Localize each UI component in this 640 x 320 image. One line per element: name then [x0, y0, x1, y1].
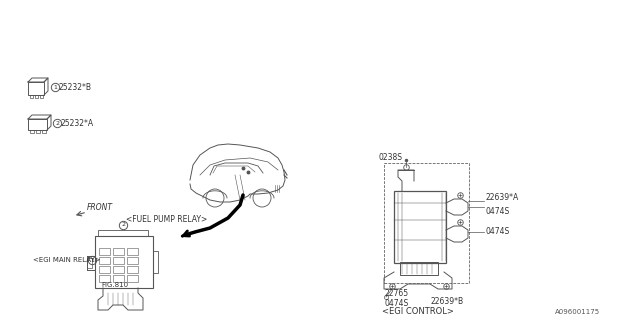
Bar: [30, 130, 34, 133]
Bar: [40, 95, 43, 98]
Text: 2: 2: [121, 222, 125, 228]
Text: 1: 1: [90, 258, 94, 262]
Text: 2: 2: [55, 121, 59, 125]
Bar: [113, 266, 124, 273]
Bar: [127, 275, 138, 282]
Bar: [99, 257, 110, 264]
Bar: [36, 130, 40, 133]
Bar: [28, 82, 44, 95]
Text: <FUEL PUMP RELAY>: <FUEL PUMP RELAY>: [126, 214, 207, 223]
Bar: [28, 119, 47, 130]
Text: 22639*A: 22639*A: [485, 193, 518, 202]
Bar: [153, 251, 158, 273]
Bar: [113, 248, 124, 255]
Bar: [384, 163, 469, 283]
Text: 25232*A: 25232*A: [60, 118, 93, 127]
Text: FIG.810: FIG.810: [101, 282, 129, 288]
Text: 0474S: 0474S: [485, 228, 509, 236]
Text: 1: 1: [53, 84, 57, 90]
Bar: [113, 275, 124, 282]
Text: 22639*B: 22639*B: [430, 297, 463, 306]
Bar: [30, 95, 33, 98]
Bar: [98, 230, 148, 236]
Text: FRONT: FRONT: [87, 204, 113, 212]
Bar: [127, 248, 138, 255]
Text: 22765: 22765: [384, 290, 408, 299]
Text: 0474S: 0474S: [384, 299, 408, 308]
Text: 0238S: 0238S: [378, 153, 402, 162]
Bar: [394, 191, 446, 263]
Bar: [127, 257, 138, 264]
Text: 25232*B: 25232*B: [58, 83, 91, 92]
Bar: [400, 262, 438, 275]
Bar: [99, 266, 110, 273]
Bar: [127, 266, 138, 273]
Text: <EGI CONTROL>: <EGI CONTROL>: [382, 307, 454, 316]
Text: <EGI MAIN RELAY>: <EGI MAIN RELAY>: [33, 257, 100, 263]
Bar: [87, 258, 92, 268]
Bar: [42, 130, 46, 133]
Bar: [35, 95, 38, 98]
Text: A096001175: A096001175: [555, 309, 600, 315]
Bar: [99, 248, 110, 255]
Bar: [95, 236, 153, 288]
Bar: [99, 275, 110, 282]
Bar: [113, 257, 124, 264]
Text: 0474S: 0474S: [485, 206, 509, 215]
